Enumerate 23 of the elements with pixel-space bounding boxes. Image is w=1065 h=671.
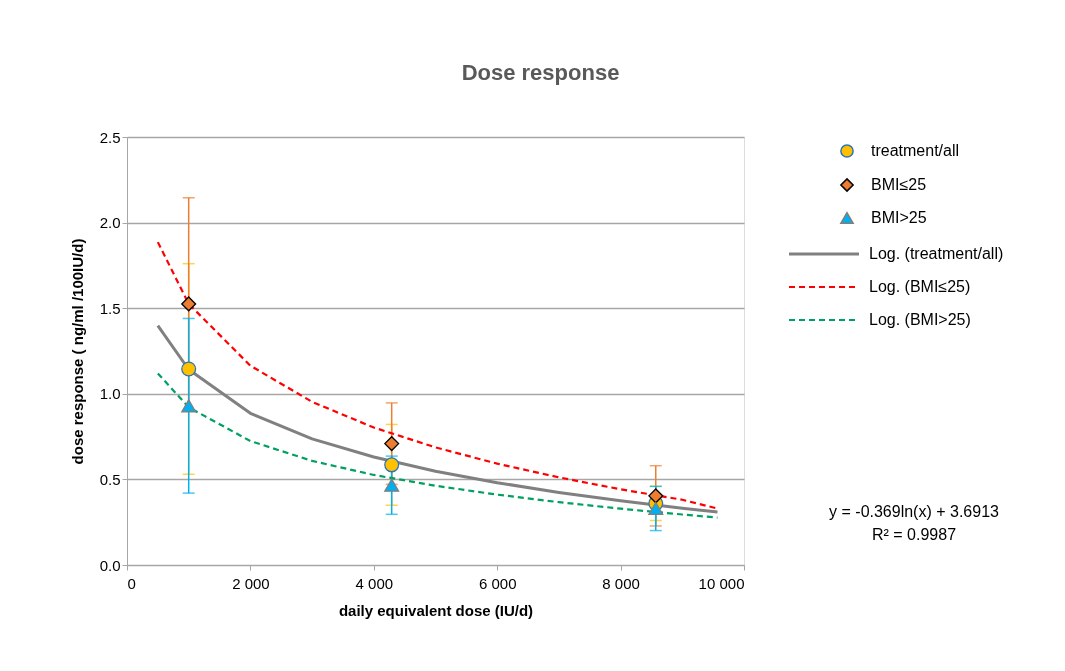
text: y = -0.369ln(x) + 3.6913 xyxy=(829,503,1000,520)
x-tick-label: 4 000 xyxy=(355,574,394,592)
legend-label: BMI≤25 xyxy=(871,176,927,193)
y-axis-title: dose response ( ng/ml /100IU/d) xyxy=(68,238,86,465)
y-tick-label: 1.0 xyxy=(99,385,121,403)
chart-title: Dose response xyxy=(461,60,620,85)
legend-label: BMI>25 xyxy=(871,209,927,226)
legend-label: Log. (treatment/all) xyxy=(869,245,1004,262)
y-tick-label: 0.0 xyxy=(99,556,121,574)
x-tick-label: 2 000 xyxy=(232,574,270,592)
x-axis-title: daily equivalent dose (IU/d) xyxy=(338,601,534,619)
legend-label: Log. (BMI>25) xyxy=(869,311,971,328)
y-tick-label: 0.5 xyxy=(99,470,121,488)
y-tick-label: 2.5 xyxy=(99,128,121,146)
legend-label: Log. (BMI≤25) xyxy=(869,278,971,295)
y-tick-label: 2.0 xyxy=(99,214,121,232)
x-tick-label: 6 000 xyxy=(478,574,517,592)
text: R² = 0.9987 xyxy=(871,526,957,543)
legend-label: treatment/all xyxy=(871,142,960,159)
y-tick-label: 1.5 xyxy=(99,299,121,317)
x-tick-label: 8 000 xyxy=(602,574,640,592)
x-tick-label: 0 xyxy=(127,574,136,592)
x-tick-label: 10 000 xyxy=(698,574,745,592)
